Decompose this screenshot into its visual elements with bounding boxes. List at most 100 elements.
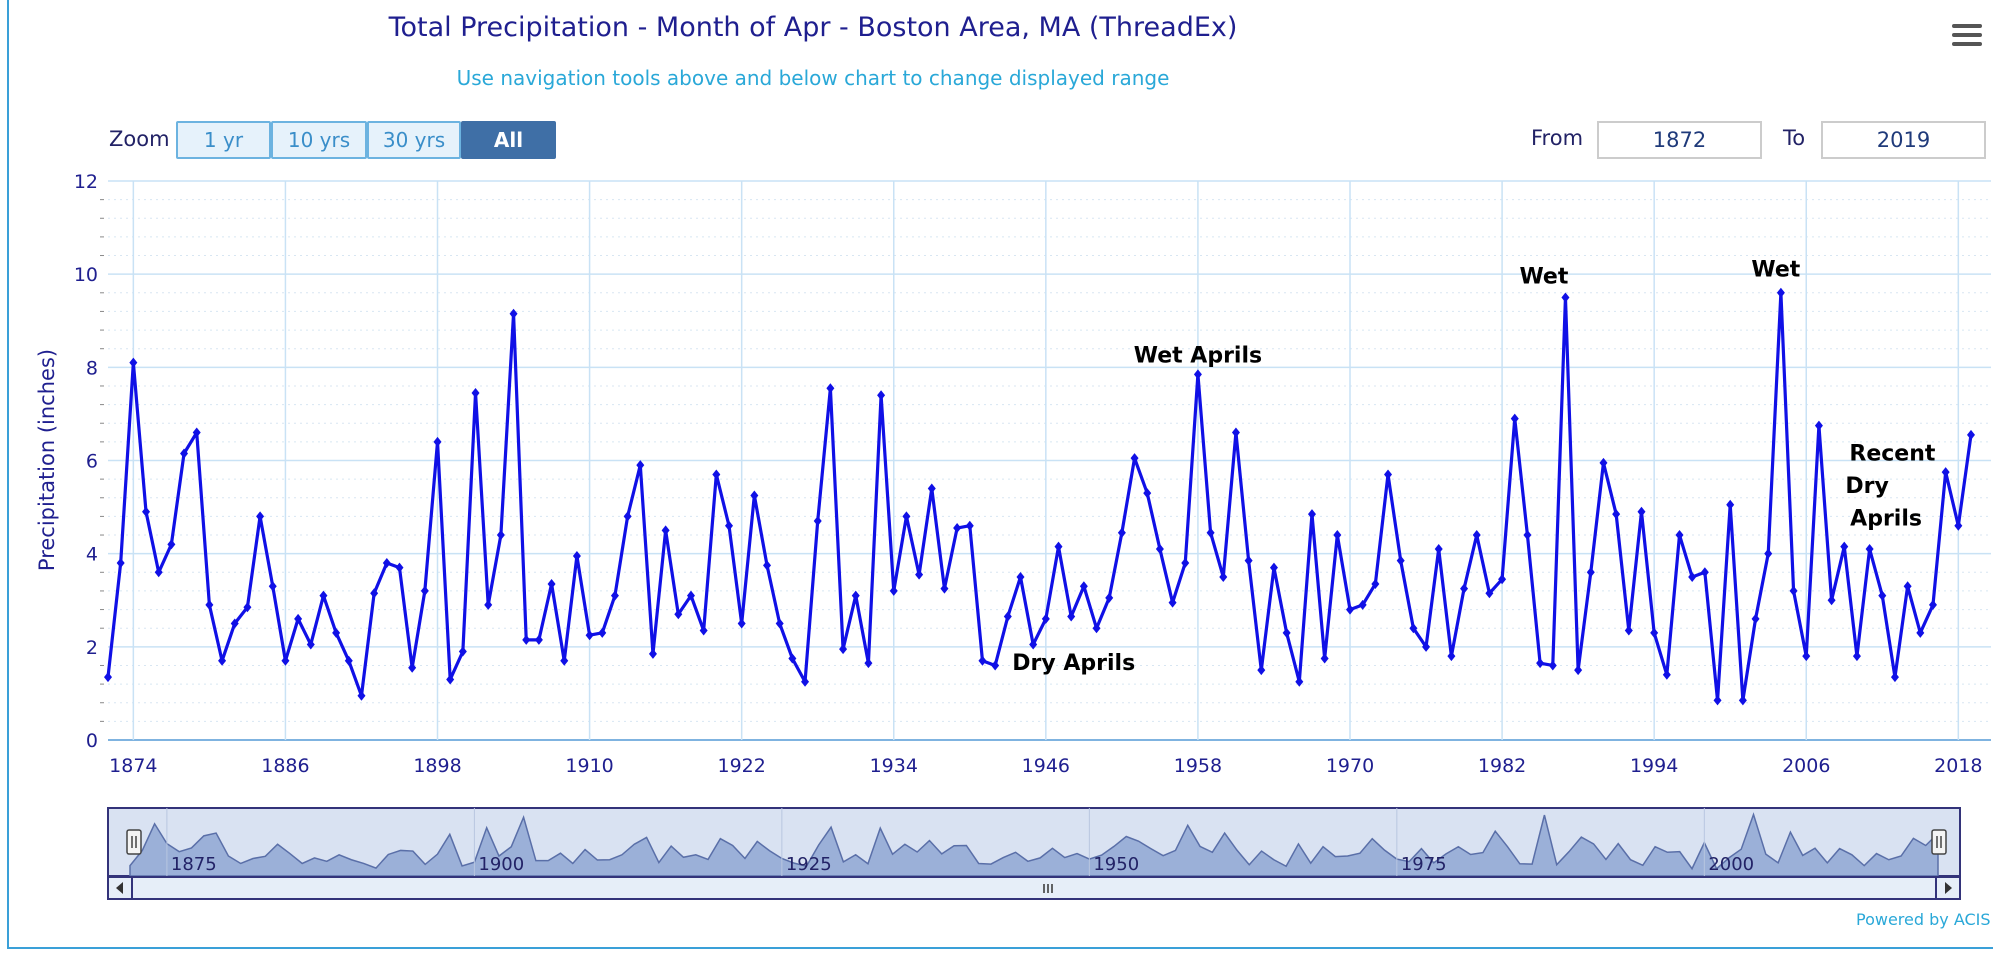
data-point-marker — [1726, 499, 1735, 510]
x-tick-label: 1934 — [870, 755, 918, 777]
data-point-marker — [1941, 467, 1950, 478]
data-point-marker — [648, 648, 657, 659]
data-point-marker — [433, 436, 442, 447]
y-axis-label: Precipitation (inches) — [35, 349, 59, 571]
chevron-right-icon — [1945, 882, 1952, 894]
data-point-marker — [1460, 583, 1469, 594]
data-point-marker — [1510, 413, 1519, 424]
data-point-marker — [154, 567, 163, 578]
data-point-marker — [256, 511, 265, 522]
zoom-30yrs-button[interactable]: 30 yrs — [367, 121, 461, 159]
zoom-10yrs-button[interactable]: 10 yrs — [271, 121, 367, 159]
powered-by-link[interactable]: Powered by ACIS — [1856, 910, 1991, 929]
data-point-marker — [610, 590, 619, 601]
data-point-marker — [1903, 581, 1912, 592]
to-input[interactable]: 2019 — [1821, 121, 1986, 159]
navigator[interactable]: 1875 1900 1925 1950 1975 2000 — [107, 807, 1961, 900]
data-point-marker — [420, 585, 429, 596]
data-point-marker — [1168, 597, 1177, 608]
data-point-marker — [1029, 639, 1038, 650]
data-point-marker — [1485, 588, 1494, 599]
data-point-marker — [1776, 287, 1785, 298]
hamburger-menu-icon[interactable] — [1952, 24, 1982, 50]
data-point-marker — [915, 569, 924, 580]
navigator-left-handle[interactable] — [126, 829, 142, 855]
data-point-marker — [560, 655, 569, 666]
data-point-marker — [344, 655, 353, 666]
y-tick-label: 4 — [86, 544, 98, 566]
data-point-marker — [319, 590, 328, 601]
zoom-all-button[interactable]: All — [461, 121, 556, 159]
x-tick-label: 2018 — [1934, 755, 1982, 777]
data-point-marker — [1548, 660, 1557, 671]
x-tick-label: 1910 — [565, 755, 613, 777]
data-point-marker — [1181, 557, 1190, 568]
data-point-marker — [1637, 506, 1646, 517]
data-point-marker — [889, 585, 898, 596]
data-point-marker — [268, 581, 277, 592]
precipitation-series-line — [106, 291, 1973, 703]
data-point-marker — [1928, 599, 1937, 610]
annotation-label: Recent — [1849, 442, 1935, 467]
data-point-marker — [1206, 527, 1215, 538]
data-point-marker — [1561, 292, 1570, 303]
data-point-marker — [712, 469, 721, 480]
data-point-marker — [1447, 651, 1456, 662]
data-point-marker — [243, 602, 252, 613]
navigator-year-label: 1925 — [786, 854, 832, 875]
from-input[interactable]: 1872 — [1597, 121, 1762, 159]
data-point-marker — [1384, 469, 1393, 480]
data-point-marker — [978, 655, 987, 666]
data-point-marker — [1333, 530, 1342, 541]
data-point-marker — [598, 627, 607, 638]
data-point-marker — [940, 583, 949, 594]
data-point-marker — [471, 387, 480, 398]
annotation-layer: Dry Aprils Wet Aprils Wet Wet Recent Dry April… — [1012, 257, 1936, 676]
data-point-marker — [1269, 562, 1278, 573]
data-point-marker — [775, 618, 784, 629]
data-point-marker — [192, 427, 201, 438]
navigator-scrollbar[interactable] — [107, 876, 1961, 900]
data-point-marker — [1840, 541, 1849, 552]
data-point-marker — [446, 674, 455, 685]
data-point-marker — [1003, 611, 1012, 622]
navigator-year-label: 2000 — [1708, 854, 1754, 875]
zoom-1yr-button[interactable]: 1 yr — [176, 121, 271, 159]
data-point-marker — [1662, 669, 1671, 680]
navigator-right-handle[interactable] — [1931, 829, 1947, 855]
data-point-marker — [1193, 369, 1202, 380]
data-point-marker — [1700, 567, 1709, 578]
data-point-marker — [382, 557, 391, 568]
data-point-marker — [1574, 665, 1583, 676]
data-point-marker — [116, 557, 125, 568]
annotation-label: Dry — [1845, 474, 1888, 499]
data-point-marker — [572, 550, 581, 561]
data-point-marker — [458, 646, 467, 657]
data-point-marker — [1675, 530, 1684, 541]
data-point-marker — [1320, 653, 1329, 664]
x-tick-label: 1886 — [261, 755, 309, 777]
zoom-label: Zoom — [109, 127, 170, 151]
data-point-marker — [965, 520, 974, 531]
data-point-marker — [699, 625, 708, 636]
data-point-marker — [1612, 509, 1621, 520]
data-point-marker — [1688, 571, 1697, 582]
axis-layer: 0 2 4 6 8 10 12 1874 1886 1898 1910 1922 1934 1946 195… — [74, 171, 1983, 777]
data-point-marker — [851, 590, 860, 601]
data-point-marker — [1231, 427, 1240, 438]
y-tick-label: 2 — [86, 637, 98, 659]
data-point-marker — [104, 672, 112, 683]
data-point-marker — [357, 690, 366, 701]
data-point-marker — [1054, 541, 1063, 552]
y-tick-label: 10 — [74, 264, 98, 286]
data-point-marker — [737, 618, 746, 629]
x-tick-label: 1874 — [109, 755, 157, 777]
data-point-marker — [370, 588, 379, 599]
data-point-marker — [1371, 578, 1380, 589]
data-point-marker — [1954, 520, 1963, 531]
x-tick-label: 2006 — [1782, 755, 1830, 777]
data-point-marker — [1041, 613, 1050, 624]
data-point-marker — [661, 525, 670, 536]
data-point-marker — [1865, 544, 1874, 555]
data-point-marker — [1016, 571, 1025, 582]
